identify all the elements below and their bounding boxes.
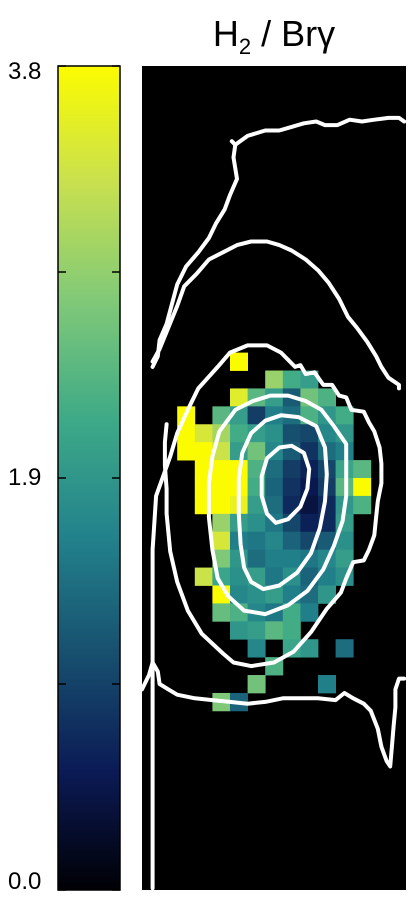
map-pixel [353,478,372,497]
map-pixel [353,495,372,515]
map-pixel [212,603,231,622]
map-pixel [282,424,301,443]
map-pixel [265,567,284,586]
map-pixel [335,639,354,658]
map-pixel [230,567,248,586]
map-pixel [335,531,354,551]
map-pixel [265,585,284,604]
chart-title: H2 / Brγ [142,14,406,67]
map-pixel [300,603,319,622]
map-pixel [265,460,284,479]
title-rest: / Brγ [251,13,336,54]
map-pixel [230,424,248,443]
map-pixel [318,531,336,551]
colorbar-tick-label: 0.0 [8,868,42,895]
map-pixel [353,460,372,479]
map-pixel [265,495,284,515]
map-pixel [318,585,336,604]
contour-line-3 [233,115,406,147]
map-pixel [177,442,196,461]
map-pixel [212,460,231,479]
contour-line-2 [150,139,239,369]
map-pixel [230,352,248,371]
map-pixel [265,549,284,568]
contour-line-5 [236,413,329,592]
map-pixel [194,424,213,443]
colorbar [57,65,121,891]
map-pixel [335,406,354,425]
map-pixel [265,621,284,640]
colorbar-tick-label: 3.8 [8,58,42,85]
map-pixel [247,513,266,533]
map-pixel [247,639,266,658]
contour-line-1 [150,239,401,391]
contour-line-0 [150,343,384,890]
map-pixel [247,675,266,694]
map-pixel [265,531,284,551]
map-pixel [247,424,266,443]
map-pixel [194,442,213,461]
map-pixel [212,531,231,551]
map-pixel [230,621,248,640]
map-pixel [194,567,213,586]
contour-layer [142,115,406,890]
map-pixel [247,442,266,461]
map-pixel [300,585,319,604]
title-main: H [212,13,239,54]
map-pixel [300,639,319,658]
map-pixel [177,424,196,443]
title-subscript: 2 [238,34,252,59]
contour-line-7 [142,660,406,769]
map-pixel [230,388,248,407]
map-pixel [300,424,319,443]
map-pixel [265,424,284,443]
map-pixel [247,549,266,568]
map-pixel [282,370,301,389]
map-pixel [318,675,336,694]
map-pixel [282,621,301,640]
map-pixel [212,478,231,497]
map-pixel [282,549,301,568]
colorbar-tick-label: 1.9 [8,464,42,491]
map-pixel [265,478,284,497]
map-pixel [247,621,266,640]
map-pixel [300,513,319,533]
contour-line-6 [259,443,312,525]
map-pixel [247,531,266,551]
map-pixel [265,370,284,389]
contour-line-4 [206,393,349,617]
map-pixel [212,513,231,533]
map-pixel [247,406,266,425]
map-pixel [282,531,301,551]
map-pixel [282,603,301,622]
map-pixel [335,549,354,568]
map-pixel [282,460,301,479]
map-pixel [318,388,336,407]
map-pixel [212,495,231,515]
map-pixel [282,478,301,497]
